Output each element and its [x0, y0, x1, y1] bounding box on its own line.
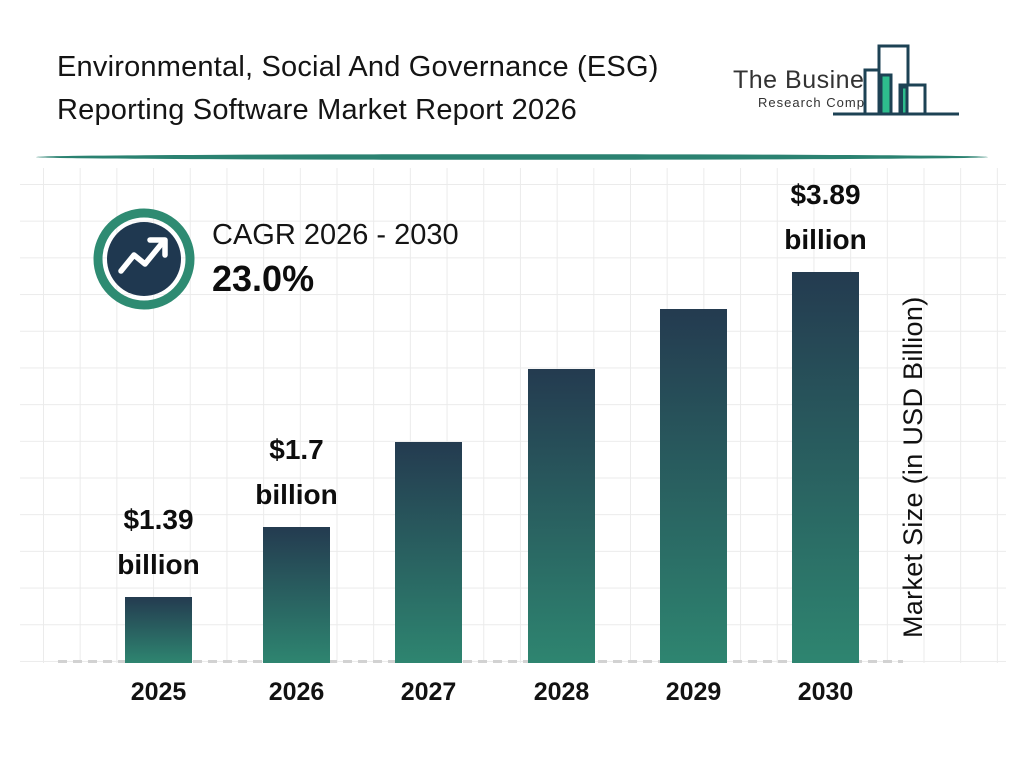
x-axis-label-2026: 2026	[268, 678, 325, 706]
bar-value-amount: $3.89	[790, 179, 861, 210]
x-axis-baseline	[58, 660, 903, 663]
y-axis-title: Market Size (in USD Billion)	[898, 296, 928, 638]
bar-value-unit: billion	[255, 479, 338, 510]
title-line-2: Reporting Software Market Report 2026	[57, 94, 577, 126]
divider-line	[36, 154, 988, 160]
bar-value-amount: $1.7	[269, 434, 324, 465]
company-logo: The Business Research Company	[728, 33, 988, 128]
bar-value-unit: billion	[117, 549, 200, 580]
growth-trend-icon	[93, 208, 195, 310]
cagr-label: CAGR 2026 - 2030	[212, 219, 459, 251]
x-axis-label-2029: 2029	[665, 678, 722, 706]
bar-value-label-2026: $1.7 billion	[197, 427, 397, 517]
x-axis-label-2027: 2027	[400, 678, 457, 706]
x-axis-label-2025: 2025	[130, 678, 187, 706]
bar-2027	[395, 442, 462, 663]
title-line-1: Environmental, Social And Governance (ES…	[57, 51, 659, 83]
logo-company-subname: Research Company	[758, 95, 889, 110]
bar-value-label-2025: $1.39 billion	[59, 497, 259, 587]
bar-value-amount: $1.39	[123, 504, 194, 535]
x-axis-label-2030: 2030	[797, 678, 854, 706]
cagr-value: 23.0%	[212, 258, 315, 299]
page-title: Environmental, Social And Governance (ES…	[57, 46, 659, 132]
bar-2026	[263, 527, 330, 663]
bar-value-label-2030: $3.89 billion	[726, 172, 926, 262]
bar-2028	[528, 369, 595, 663]
bar-value-unit: billion	[784, 224, 867, 255]
bar-2025	[125, 597, 192, 663]
bar-chart-logo-icon	[833, 44, 959, 116]
bar-2029	[660, 309, 727, 663]
x-axis-label-2028: 2028	[533, 678, 590, 706]
bar-2030	[792, 272, 859, 663]
